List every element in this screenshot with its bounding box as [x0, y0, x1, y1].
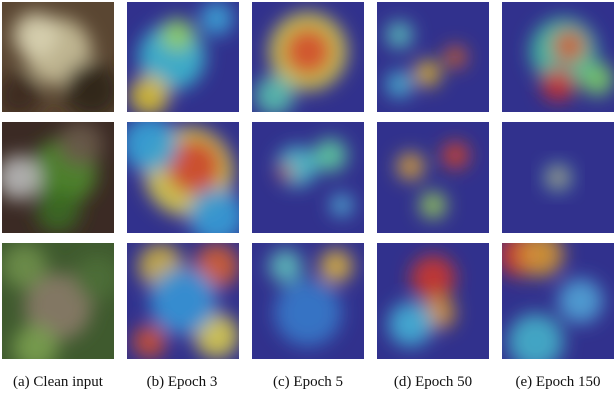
heatmap-image: [377, 2, 489, 112]
heatmap-image: [127, 243, 239, 359]
heatmap-image: [502, 122, 614, 233]
captions: (a) Clean input (b) Epoch 3 (c) Epoch 5 …: [13, 374, 600, 390]
image-grid: [0, 2, 614, 370]
heatmap-image: [496, 232, 614, 369]
caption: (a) Clean input: [13, 374, 104, 390]
caption: (b) Epoch 3: [147, 374, 218, 390]
heatmap-image: [127, 2, 239, 116]
input-image: [0, 122, 114, 233]
heatmap-image: [252, 243, 364, 359]
input-image: [0, 2, 120, 118]
heatmap-image: [377, 122, 489, 233]
figure: (a) Clean input (b) Epoch 3 (c) Epoch 5 …: [0, 0, 615, 402]
input-image: [2, 243, 120, 370]
heatmap-image: [121, 116, 244, 244]
heatmap-image: [252, 122, 364, 233]
caption: (c) Epoch 5: [273, 374, 343, 390]
heatmap-image: [377, 243, 489, 359]
heatmap-image: [252, 2, 364, 116]
caption: (e) Epoch 150: [516, 374, 601, 390]
heatmap-image: [502, 2, 614, 112]
page: {"captions": ["(a) Clean input", "(b) Ep…: [0, 0, 615, 402]
caption: (d) Epoch 50: [394, 374, 472, 390]
